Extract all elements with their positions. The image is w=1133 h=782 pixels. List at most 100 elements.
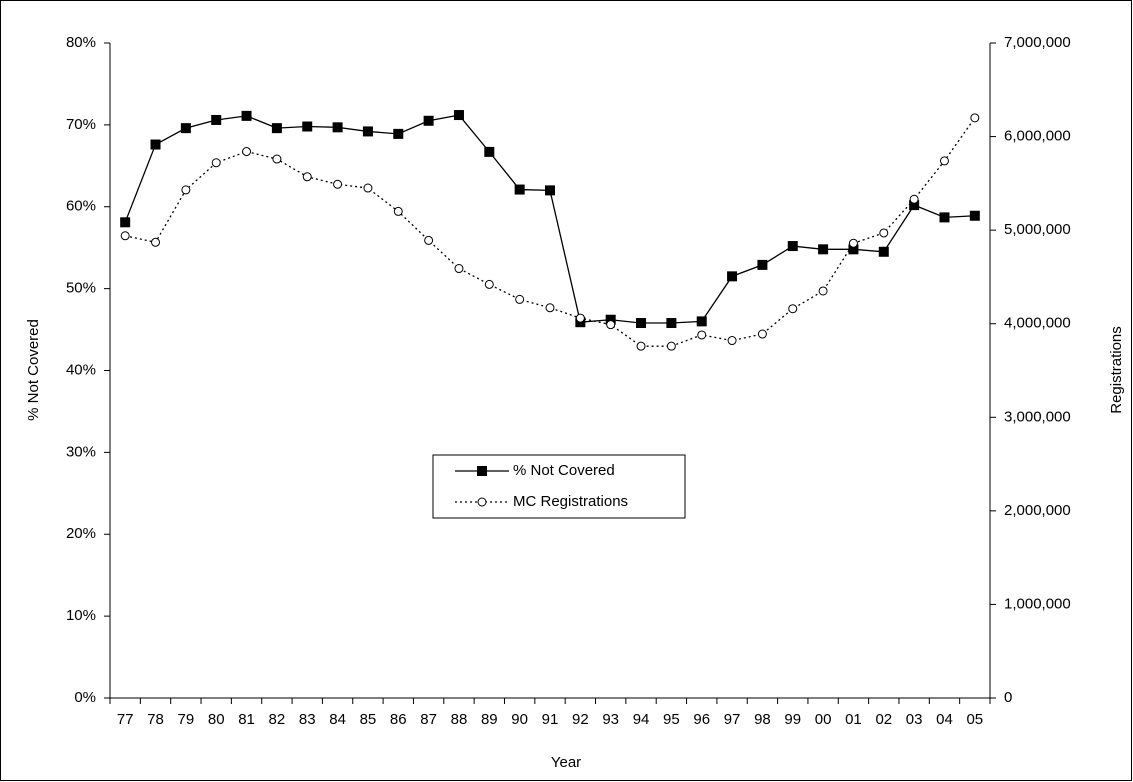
x-tick-label: 95 [663, 711, 680, 728]
data-point [241, 110, 252, 121]
data-point [970, 113, 980, 123]
data-point [150, 139, 161, 150]
data-point [939, 212, 950, 223]
data-point [515, 294, 525, 304]
data-point [484, 279, 494, 289]
data-point [666, 341, 676, 351]
data-point [424, 235, 434, 245]
y-tick-label: 50% [66, 280, 96, 297]
data-point [363, 183, 373, 193]
legend-marker [477, 466, 487, 476]
x-tick-label: 90 [511, 711, 528, 728]
data-point [757, 329, 767, 339]
data-point [453, 110, 464, 121]
x-tick-label: 86 [390, 711, 407, 728]
y-tick-label: 60% [66, 198, 96, 215]
data-point [696, 316, 707, 327]
x-tick-label: 91 [542, 711, 559, 728]
x-tick-label: 94 [633, 711, 650, 728]
data-point [666, 318, 677, 329]
y2-tick-label: 3,000,000 [1004, 408, 1071, 425]
data-point [636, 341, 646, 351]
data-point [757, 259, 768, 270]
x-tick-label: 93 [602, 711, 619, 728]
y-tick-label: 20% [66, 525, 96, 542]
data-point [211, 158, 221, 168]
x-tick-label: 98 [754, 711, 771, 728]
y-tick-label: 30% [66, 443, 96, 460]
legend-label: MC Registrations [513, 493, 628, 510]
x-tick-label: 02 [875, 711, 892, 728]
y-tick-label: 70% [66, 116, 96, 133]
y2-tick-label: 5,000,000 [1004, 221, 1071, 238]
legend-label: % Not Covered [513, 462, 615, 479]
data-point [181, 185, 191, 195]
x-axis-label: Year [551, 754, 581, 771]
x-tick-label: 80 [208, 711, 225, 728]
x-tick-label: 04 [936, 711, 953, 728]
data-point [939, 156, 949, 166]
data-point [362, 126, 373, 137]
data-point [271, 123, 282, 134]
data-point [969, 210, 980, 221]
x-tick-label: 99 [784, 711, 801, 728]
x-tick-label: 78 [147, 711, 164, 728]
y2-tick-label: 4,000,000 [1004, 315, 1071, 332]
y2-tick-label: 6,000,000 [1004, 128, 1071, 145]
x-tick-label: 88 [451, 711, 468, 728]
data-point [242, 147, 252, 157]
data-point [727, 271, 738, 282]
y-tick-label: 40% [66, 361, 96, 378]
data-point [606, 320, 616, 330]
data-point [818, 286, 828, 296]
data-point [697, 330, 707, 340]
data-point [727, 336, 737, 346]
y-tick-label: 80% [66, 34, 96, 51]
legend-marker [477, 497, 487, 507]
x-tick-label: 87 [420, 711, 437, 728]
data-point [545, 185, 555, 196]
x-tick-label: 97 [724, 711, 741, 728]
data-point [909, 194, 919, 204]
data-point [272, 154, 282, 164]
x-tick-label: 82 [269, 711, 286, 728]
x-tick-label: 05 [966, 711, 983, 728]
data-point [302, 121, 313, 132]
data-point [332, 122, 343, 133]
x-tick-label: 01 [845, 711, 862, 728]
x-tick-label: 79 [178, 711, 195, 728]
data-point [180, 123, 191, 134]
x-tick-label: 92 [572, 711, 589, 728]
data-point [423, 115, 434, 126]
x-tick-label: 81 [238, 711, 255, 728]
data-point [818, 244, 829, 255]
data-point [211, 114, 222, 125]
x-tick-label: 85 [360, 711, 377, 728]
x-tick-label: 00 [815, 711, 832, 728]
y2-tick-label: 7,000,000 [1004, 34, 1071, 51]
series-line [125, 117, 976, 347]
data-point [393, 206, 403, 216]
data-point [878, 246, 889, 257]
y2-axis-label: Registrations [1108, 326, 1125, 414]
data-point [545, 303, 555, 313]
x-tick-label: 83 [299, 711, 316, 728]
data-point [302, 172, 312, 182]
y2-tick-label: 2,000,000 [1004, 502, 1071, 519]
data-point [787, 241, 798, 252]
data-point [484, 146, 495, 157]
data-point [575, 313, 585, 323]
y-tick-label: 0% [74, 689, 96, 706]
y2-tick-label: 1,000,000 [1004, 595, 1071, 612]
data-point [120, 231, 130, 241]
data-point [151, 237, 161, 247]
data-point [120, 217, 131, 228]
x-tick-label: 84 [329, 711, 346, 728]
data-point [848, 238, 858, 248]
y2-tick-label: 0 [1004, 689, 1012, 706]
x-tick-label: 03 [906, 711, 923, 728]
x-tick-label: 77 [117, 711, 134, 728]
